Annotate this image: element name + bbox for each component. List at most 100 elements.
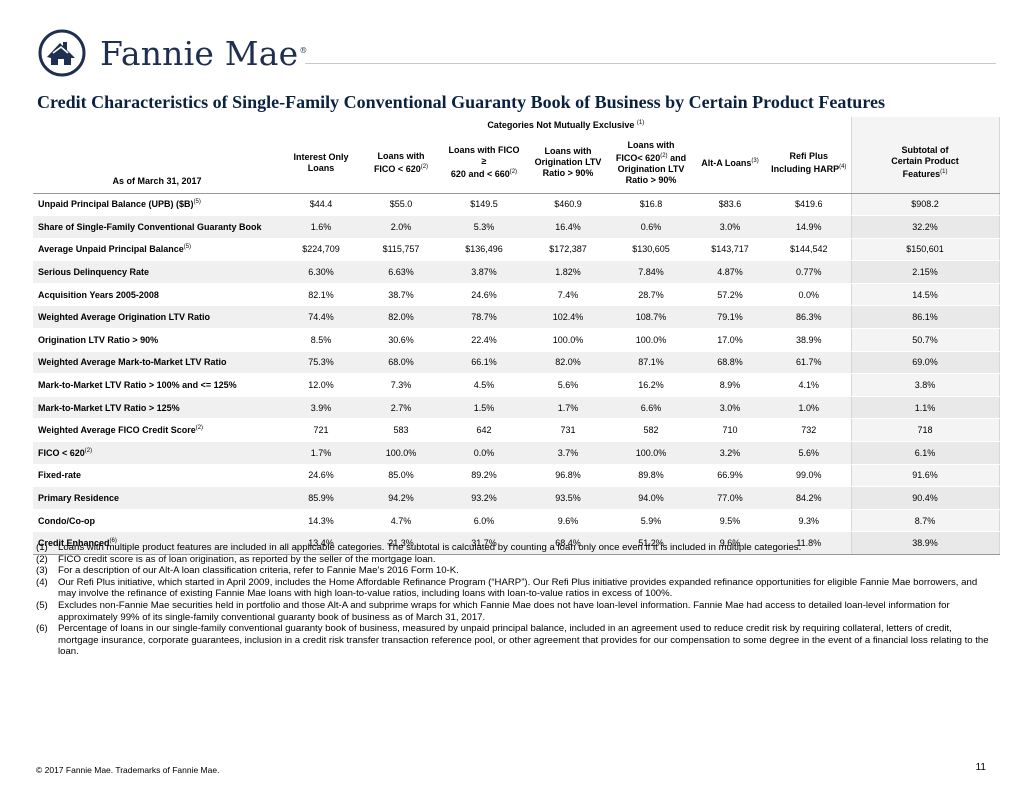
table-cell: 1.0%	[767, 396, 852, 420]
table-cell: 24.6%	[281, 464, 361, 488]
table-cell: 102.4%	[527, 305, 609, 330]
table-cell: 5.6%	[767, 441, 852, 465]
table-row: Average Unpaid Principal Balance(5) $224,…	[33, 238, 1000, 262]
credit-characteristics-table-wrap: Categories Not Mutually Exclusive (1) As…	[33, 117, 1000, 555]
table-row: Weighted Average FICO Credit Score(2) 721…	[33, 418, 1000, 443]
footnote: (6) Percentage of loans in our single-fam…	[36, 623, 994, 658]
footnote-text: Our Refi Plus initiative, which started …	[58, 576, 978, 600]
table-cell: 16.2%	[609, 373, 693, 397]
table-row: Unpaid Principal Balance (UPB) ($B)(5) $4…	[33, 193, 1000, 217]
table-cell: 38.9%	[767, 328, 852, 352]
table-cell: 642	[441, 418, 527, 443]
table-cell: 96.8%	[527, 464, 609, 488]
table-cell: 0.6%	[609, 215, 693, 239]
table-cell: 3.8%	[850, 373, 1000, 397]
table-cell: 8.7%	[850, 509, 1000, 533]
table-cell: 718	[850, 418, 1000, 443]
table-row: Mark-to-Market LTV Ratio > 125% 3.9% 2.7% 1…	[33, 396, 1000, 420]
row-label: Serious Delinquency Rate	[33, 260, 281, 284]
table-cell: 82.0%	[527, 351, 609, 375]
table-cell: $908.2	[850, 193, 1000, 217]
table-cell: 100.0%	[609, 441, 693, 465]
table-cell: $115,757	[361, 238, 441, 262]
table-cell: 5.9%	[609, 509, 693, 533]
table-cell: $130,605	[609, 238, 693, 262]
footnote-text: Percentage of loans in our single-family…	[58, 623, 989, 658]
column-header: Refi Plus Including HARP(4)	[767, 133, 852, 194]
table-cell: 84.2%	[767, 486, 852, 510]
footnotes: (1) Loans with multiple product features …	[36, 542, 994, 658]
table-cell: 82.1%	[281, 283, 361, 307]
table-cell: $172,387	[527, 238, 609, 262]
table-cell: 9.6%	[527, 509, 609, 533]
group-header: Categories Not Mutually Exclusive (1)	[487, 120, 645, 130]
table-cell: 22.4%	[441, 328, 527, 352]
table-cell: $224,709	[281, 238, 361, 262]
table-cell: 12.0%	[281, 373, 361, 397]
table-row: Mark-to-Market LTV Ratio > 100% and <= 1…	[33, 373, 1000, 397]
table-cell: 4.7%	[361, 509, 441, 533]
table-cell: 6.0%	[441, 509, 527, 533]
credit-characteristics-table: Categories Not Mutually Exclusive (1) As…	[33, 117, 1000, 555]
table-cell: 731	[527, 418, 609, 443]
table-cell: 5.6%	[527, 373, 609, 397]
table-cell: $144,542	[767, 238, 852, 262]
table-row: Condo/Co-op 14.3% 4.7% 6.0% 9.6% 5.9% 9.5% 9.3%…	[33, 509, 1000, 533]
table-cell: 74.4%	[281, 305, 361, 330]
table-row: Acquisition Years 2005-2008 82.1% 38.7% 24.…	[33, 283, 1000, 307]
table-cell: 68.4%	[527, 531, 609, 555]
footnote: (4) Our Refi Plus initiative, which start…	[36, 577, 994, 600]
table-cell: 38.9%	[850, 531, 1000, 555]
footnote-text: For a description of our Alt-A loan clas…	[58, 565, 459, 577]
table-cell: 89.2%	[441, 464, 527, 488]
table-row: FICO < 620(2) 1.7% 100.0% 0.0% 3.7% 100.0% 3.2…	[33, 441, 1000, 465]
table-row: Origination LTV Ratio > 90% 8.5% 30.6% 22.4…	[33, 328, 1000, 352]
table-cell: 30.6%	[361, 328, 441, 352]
table-cell: 100.0%	[361, 441, 441, 465]
footnote-number: (3)	[36, 565, 48, 577]
table-row: Credit Enhanced(6) 13.4% 21.3% 31.7% 68.4% 51…	[33, 531, 1000, 555]
table-cell: $143,717	[693, 238, 767, 262]
table-cell: 1.6%	[281, 215, 361, 239]
table-cell: 61.7%	[767, 351, 852, 375]
table-cell: 79.1%	[693, 305, 767, 330]
table-cell: 78.7%	[441, 305, 527, 330]
footnote: (3) For a description of our Alt-A loan c…	[36, 565, 994, 577]
brand-name: Fannie Mae®	[100, 33, 308, 73]
table-cell: 77.0%	[693, 486, 767, 510]
column-header: Alt-A Loans(3)	[693, 133, 767, 194]
table-cell: $16.8	[609, 193, 693, 217]
table-cell: 57.2%	[693, 283, 767, 307]
table-cell: 8.5%	[281, 328, 361, 352]
table-cell: 3.0%	[693, 215, 767, 239]
header-divider	[305, 63, 996, 64]
table-cell: 9.3%	[767, 509, 852, 533]
page-number: 11	[975, 762, 986, 773]
table-cell: 7.3%	[361, 373, 441, 397]
table-cell: 710	[693, 418, 767, 443]
footnote: (5) Excludes non-Fannie Mae securities he…	[36, 600, 994, 623]
table-cell: 100.0%	[609, 328, 693, 352]
table-cell: 108.7%	[609, 305, 693, 330]
row-label: FICO < 620(2)	[33, 441, 281, 465]
table-cell: 85.9%	[281, 486, 361, 510]
footnote: (1) Loans with multiple product features …	[36, 542, 994, 554]
row-label: Fixed-rate	[33, 464, 281, 488]
footnote: (2) FICO credit score is as of loan origi…	[36, 554, 994, 566]
table-row: Weighted Average Mark-to-Market LTV Rati…	[33, 351, 1000, 375]
table-cell: 13.4%	[281, 531, 361, 555]
table-cell: 86.3%	[767, 305, 852, 330]
table-row: Serious Delinquency Rate 6.30% 6.63% 3.87% 1…	[33, 260, 1000, 284]
table-row: Share of Single-Family Conventional Guar…	[33, 215, 1000, 239]
table-cell: 9.6%	[693, 531, 767, 555]
row-label: Credit Enhanced(6)	[33, 531, 281, 555]
footnote-text: FICO credit score is as of loan originat…	[58, 553, 436, 565]
table-cell: 721	[281, 418, 361, 443]
row-label: Origination LTV Ratio > 90%	[33, 328, 281, 352]
table-cell: $419.6	[767, 193, 852, 217]
table-cell: 85.0%	[361, 464, 441, 488]
table-cell: 94.2%	[361, 486, 441, 510]
table-cell: 0.77%	[767, 260, 852, 284]
as-of-date: As of March 31, 2017	[33, 133, 281, 194]
column-header: Loans with FICO< 620(2) and Origination L…	[609, 133, 693, 194]
